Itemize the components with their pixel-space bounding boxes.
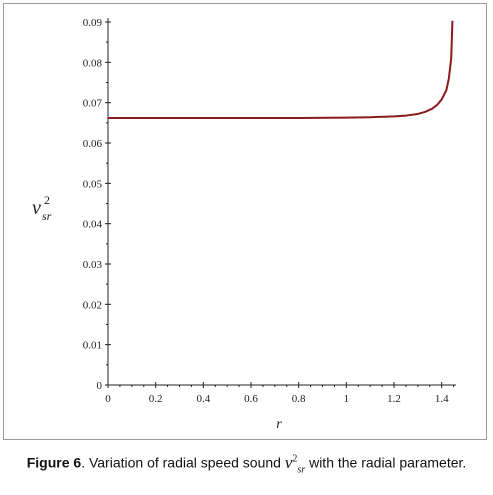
series-lines [108, 20, 454, 119]
x-tick-label: 0.2 [149, 393, 163, 405]
caption-symbol: v2sr [284, 452, 306, 476]
caption-symbol-sub: sr [297, 464, 306, 476]
y-tick-label: 0.06 [83, 138, 103, 150]
x-tick-label: 1 [344, 393, 350, 405]
y-axis-title-base: v [32, 197, 41, 219]
x-tick-label: 0.8 [292, 393, 306, 405]
x-tick-label: 0.4 [196, 393, 210, 405]
x-tick-label: 1.4 [435, 393, 449, 405]
x-tick-label: 0.6 [244, 393, 258, 405]
series-line [108, 20, 454, 119]
y-tick-label: 0.04 [83, 219, 103, 231]
x-tick-label: 0 [105, 393, 111, 405]
axes: 0 0.01 0.02 0.03 0.04 0.05 0.06 0.07 0.08 0.09 0 0.… [83, 17, 456, 405]
y-tick-label: 0.01 [83, 340, 102, 352]
figure-frame: 0 0.01 0.02 0.03 0.04 0.05 0.06 0.07 0.08 0.09 0 0.… [3, 3, 487, 440]
figure-caption: Figure 6. Variation of radial speed soun… [0, 449, 493, 480]
chart: 0 0.01 0.02 0.03 0.04 0.05 0.06 0.07 0.08 0.09 0 0.… [32, 17, 456, 432]
y-axis-title: v 2 sr [32, 193, 52, 223]
y-tick-label: 0.07 [83, 98, 103, 110]
caption-label: Figure 6 [26, 454, 82, 471]
y-axis-title-sub: sr [42, 209, 52, 223]
y-tick-label: 0.05 [83, 178, 103, 190]
caption-text-before: . Variation of radial speed sound [81, 454, 285, 471]
x-axis-title: r [276, 417, 282, 432]
y-tick-label: 0.09 [83, 17, 103, 29]
y-axis-title-sup: 2 [44, 193, 50, 207]
y-tick-label: 0.03 [83, 259, 103, 271]
caption-text-after: with the radial parameter. [305, 454, 467, 471]
caption-symbol-base: v [284, 452, 293, 472]
y-tick-label: 0.02 [83, 299, 102, 311]
x-tick-label: 1.2 [387, 393, 401, 405]
y-tick-label: 0.08 [83, 57, 103, 69]
y-tick-label: 0 [97, 380, 103, 392]
caption-symbol-sup: 2 [292, 453, 298, 464]
